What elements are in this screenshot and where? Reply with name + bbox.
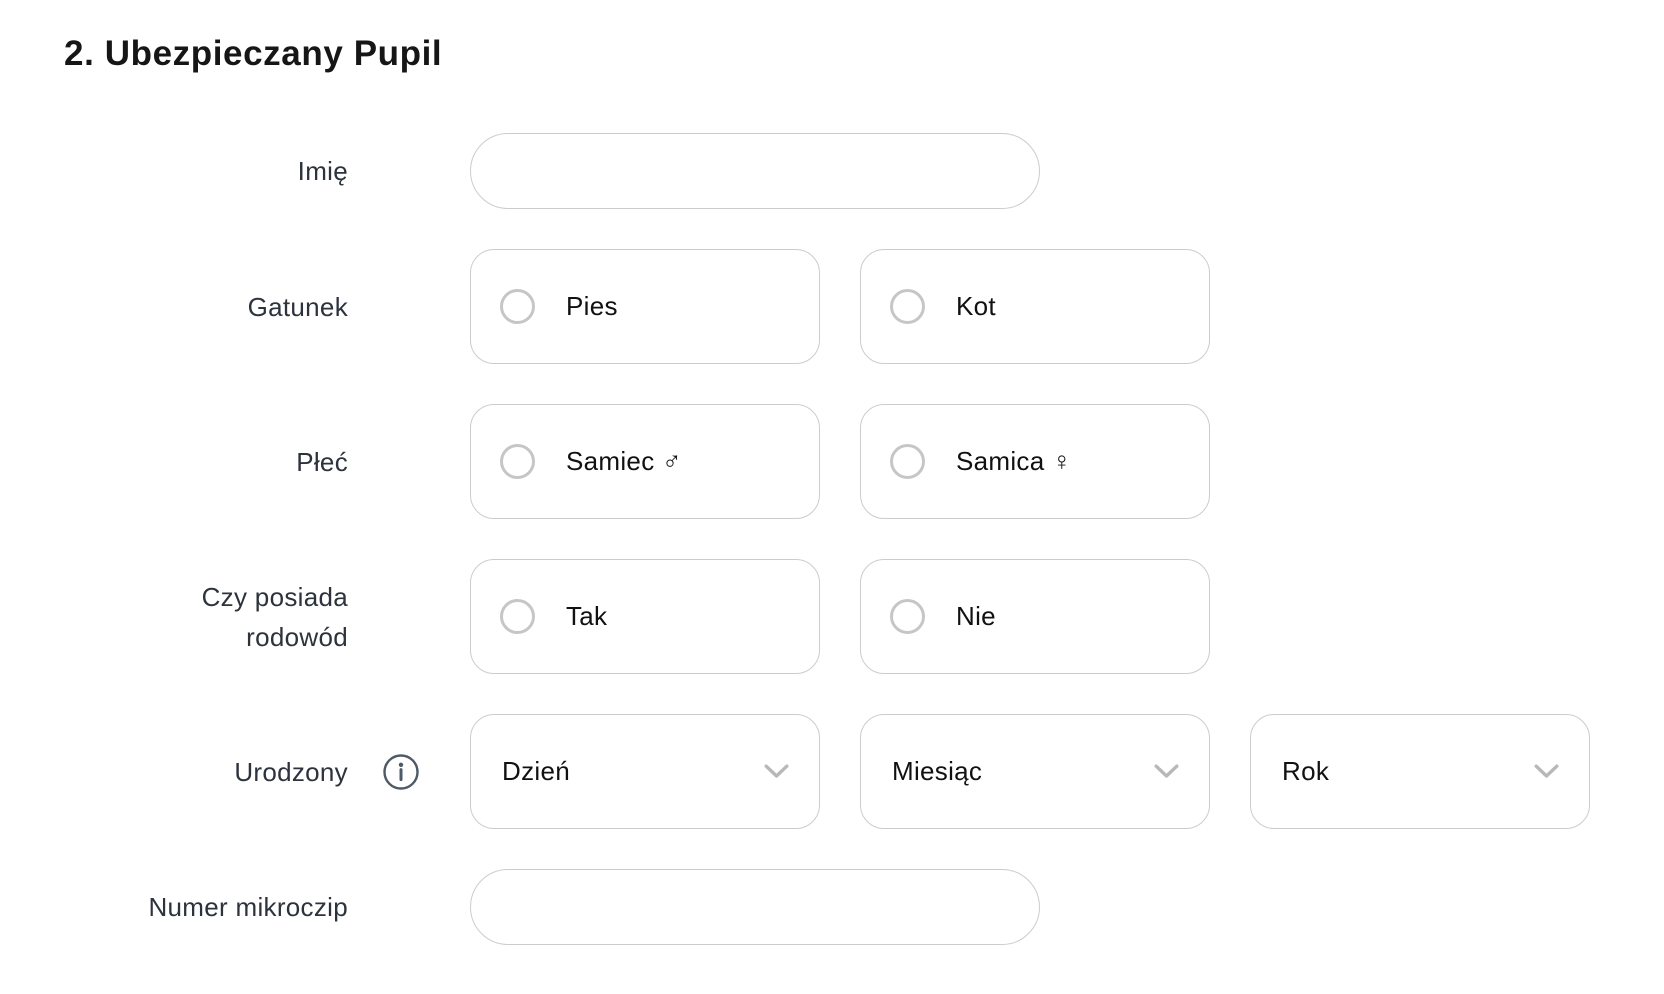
urodzony-label: Urodzony [234, 756, 348, 787]
imie-fields [470, 133, 1040, 209]
mikroczip-input[interactable] [470, 869, 1040, 945]
select-rok-value: Rok [1282, 756, 1330, 786]
radio-unchecked-icon[interactable] [500, 289, 535, 324]
radio-unchecked-icon[interactable] [890, 599, 925, 634]
option-nie-label: Nie [956, 601, 996, 631]
form-row-gatunek: Gatunek Pies Kot [64, 249, 1664, 364]
rodowod-options: Tak Nie [470, 559, 1210, 674]
radio-unchecked-icon[interactable] [500, 599, 535, 634]
chevron-down-icon [1534, 764, 1559, 778]
plec-options: Samiec ♂ Samica ♀ [470, 404, 1210, 519]
option-tak[interactable]: Tak [470, 559, 820, 674]
label-gutter [348, 753, 470, 791]
form-row-urodzony: Urodzony Dzień Mie [64, 714, 1664, 829]
gatunek-label: Gatunek [247, 291, 348, 322]
chevron-down-icon [764, 764, 789, 778]
imie-label: Imię [297, 156, 348, 186]
option-samica-label: Samica ♀ [956, 446, 1072, 476]
gatunek-options: Pies Kot [470, 249, 1210, 364]
select-dzien[interactable]: Dzień [470, 714, 820, 829]
select-dzien-value: Dzień [502, 756, 570, 786]
chevron-down-icon [1154, 764, 1179, 778]
option-nie[interactable]: Nie [860, 559, 1210, 674]
option-pies-label: Pies [566, 291, 618, 321]
radio-unchecked-icon[interactable] [500, 444, 535, 479]
option-samiec[interactable]: Samiec ♂ [470, 404, 820, 519]
radio-unchecked-icon[interactable] [890, 444, 925, 479]
option-kot-label: Kot [956, 291, 996, 321]
pet-form: Imię Gatunek Pies Kot Płeć [64, 133, 1664, 945]
option-tak-label: Tak [566, 601, 608, 631]
form-row-plec: Płeć Samiec ♂ Samica ♀ [64, 404, 1664, 519]
option-pies[interactable]: Pies [470, 249, 820, 364]
form-row-mikroczip: Numer mikroczip [64, 869, 1664, 945]
form-row-imie: Imię [64, 133, 1664, 209]
radio-unchecked-icon[interactable] [890, 289, 925, 324]
info-icon[interactable] [382, 753, 420, 791]
section-title: 2. Ubezpieczany Pupil [64, 34, 443, 73]
mikroczip-label: Numer mikroczip [148, 892, 348, 922]
rodowod-label: Czy posiada rodowód [201, 581, 348, 652]
select-miesiac-value: Miesiąc [892, 756, 983, 786]
select-miesiac[interactable]: Miesiąc [860, 714, 1210, 829]
option-kot[interactable]: Kot [860, 249, 1210, 364]
option-samica[interactable]: Samica ♀ [860, 404, 1210, 519]
urodzony-selects: Dzień Miesiąc Rok [470, 714, 1590, 829]
option-samiec-label: Samiec ♂ [566, 446, 682, 476]
mikroczip-fields [470, 869, 1040, 945]
form-row-rodowod: Czy posiada rodowód Tak Nie [64, 559, 1664, 674]
plec-label: Płeć [296, 446, 348, 477]
select-rok[interactable]: Rok [1250, 714, 1590, 829]
imie-input[interactable] [470, 133, 1040, 209]
